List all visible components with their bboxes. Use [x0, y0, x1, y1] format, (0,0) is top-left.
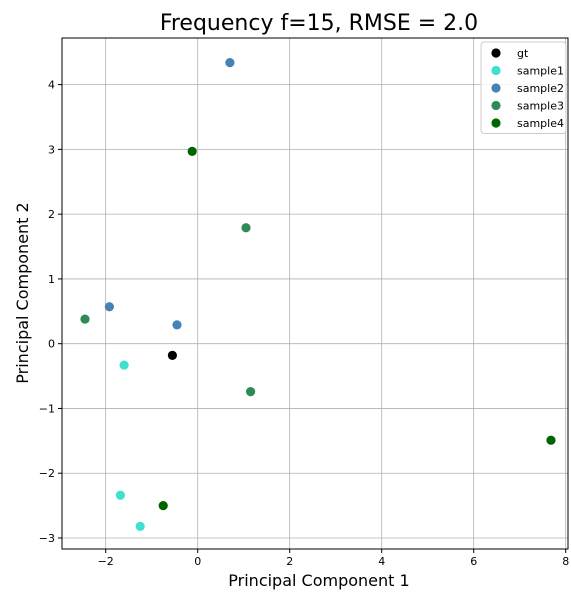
x-tick-label: 4: [378, 555, 385, 568]
x-tick-label: 8: [562, 555, 569, 568]
point-sample4: [546, 435, 556, 445]
y-axis-label: Principal Component 2: [13, 202, 32, 383]
point-sample2: [172, 320, 182, 330]
legend-box: [480, 41, 567, 134]
legend: gt sample1 sample2 sample3 sample4: [480, 41, 567, 134]
point-sample4: [158, 501, 168, 511]
point-sample3: [241, 223, 251, 233]
x-axis-label: Principal Component 1: [228, 571, 409, 590]
x-tick-label: 2: [286, 555, 293, 568]
point-sample1: [115, 490, 126, 500]
x-tick-label: 6: [470, 555, 477, 568]
point-sample1: [135, 521, 145, 531]
y-tick-label: 2: [48, 208, 55, 221]
legend-label-sample2: sample2: [517, 82, 564, 95]
point-sample3: [246, 387, 256, 397]
legend-marker-sample1: [491, 65, 501, 76]
y-tick-label: −2: [39, 467, 55, 480]
legend-label-sample4: sample4: [517, 117, 564, 130]
y-tick-label: 3: [48, 143, 55, 156]
legend-marker-gt: [491, 48, 501, 58]
x-tick-label: 0: [194, 555, 201, 568]
point-sample2: [225, 58, 235, 68]
legend-marker-sample2: [491, 83, 501, 93]
x-tick-label: −2: [98, 555, 114, 568]
x-axis-ticks: −2 0 2 4 6 8: [98, 549, 569, 568]
chart-title: Frequency f=15, RMSE = 2.0: [160, 11, 478, 36]
y-tick-label: 0: [48, 338, 55, 351]
legend-label-sample1: sample1: [517, 65, 564, 78]
y-tick-label: −3: [39, 532, 55, 545]
y-tick-label: 4: [48, 79, 55, 92]
y-tick-label: 1: [48, 273, 55, 286]
plot-frame: [61, 37, 569, 550]
data-points: [80, 58, 556, 531]
legend-label-sample3: sample3: [517, 100, 564, 113]
legend-marker-sample3: [491, 100, 501, 111]
point-sample2: [104, 302, 114, 312]
point-sample4: [187, 146, 197, 156]
legend-marker-sample4: [491, 118, 501, 128]
y-axis-ticks: −3 −2 −1 0 1 2 3 4: [39, 79, 62, 545]
point-gt: [167, 350, 177, 360]
point-sample3: [80, 314, 90, 324]
legend-label-gt: gt: [517, 47, 529, 60]
y-tick-label: −1: [39, 402, 55, 415]
point-sample1: [119, 360, 129, 370]
